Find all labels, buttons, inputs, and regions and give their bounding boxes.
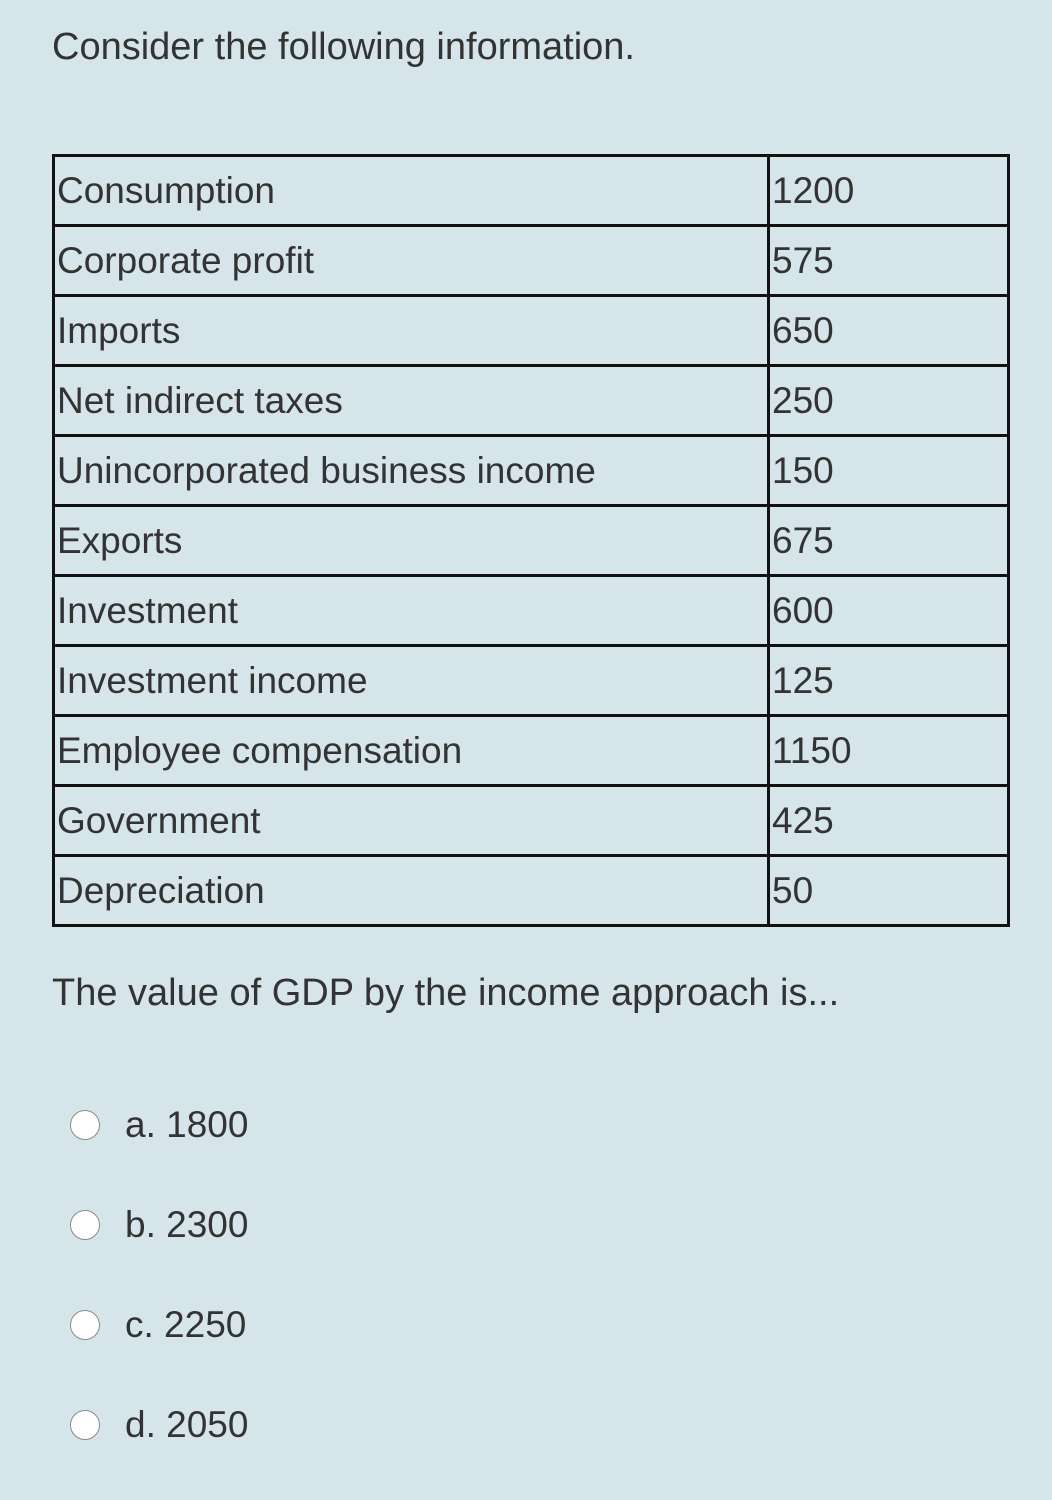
- row-label: Exports: [52, 504, 770, 577]
- row-value: 425: [767, 784, 1010, 857]
- option-c-label[interactable]: c. 2250: [125, 1304, 247, 1345]
- row-value: 250: [767, 364, 1010, 437]
- table-row: Net indirect taxes 250: [52, 364, 1010, 437]
- row-value: 1200: [767, 154, 1010, 227]
- table-row: Imports 650: [52, 294, 1010, 367]
- row-label: Government: [52, 784, 770, 857]
- row-label: Investment income: [52, 644, 770, 717]
- row-value: 125: [767, 644, 1010, 717]
- table-row: Depreciation 50: [52, 854, 1010, 927]
- table-row: Employee compensation 1150: [52, 714, 1010, 787]
- row-value: 650: [767, 294, 1010, 367]
- table-row: Exports 675: [52, 504, 1010, 577]
- row-label: Consumption: [52, 154, 770, 227]
- row-label: Net indirect taxes: [52, 364, 770, 437]
- option-b[interactable]: b. 2300: [70, 1200, 248, 1250]
- row-value: 150: [767, 434, 1010, 507]
- row-value: 675: [767, 504, 1010, 577]
- table-row: Consumption 1200: [52, 154, 1010, 227]
- radio-button-d[interactable]: [70, 1410, 100, 1440]
- row-value: 1150: [767, 714, 1010, 787]
- row-value: 575: [767, 224, 1010, 297]
- option-a-label[interactable]: a. 1800: [125, 1104, 249, 1145]
- row-label: Imports: [52, 294, 770, 367]
- question-text: The value of GDP by the income approach …: [52, 972, 840, 1014]
- row-value: 50: [767, 854, 1010, 927]
- data-table: Consumption 1200 Corporate profit 575 Im…: [52, 154, 1010, 927]
- row-value: 600: [767, 574, 1010, 647]
- option-b-label[interactable]: b. 2300: [125, 1204, 249, 1245]
- row-label: Investment: [52, 574, 770, 647]
- row-label: Corporate profit: [52, 224, 770, 297]
- option-a[interactable]: a. 1800: [70, 1100, 248, 1150]
- intro-text: Consider the following information.: [52, 26, 635, 68]
- row-label: Depreciation: [52, 854, 770, 927]
- table-row: Government 425: [52, 784, 1010, 857]
- option-c[interactable]: c. 2250: [70, 1300, 248, 1350]
- answer-options: a. 1800 b. 2300 c. 2250 d. 2050: [70, 1100, 248, 1500]
- table-row: Unincorporated business income 150: [52, 434, 1010, 507]
- radio-button-b[interactable]: [70, 1210, 100, 1240]
- radio-button-a[interactable]: [70, 1110, 100, 1140]
- option-d[interactable]: d. 2050: [70, 1400, 248, 1450]
- option-d-label[interactable]: d. 2050: [125, 1404, 249, 1445]
- table-row: Investment income 125: [52, 644, 1010, 717]
- radio-button-c[interactable]: [70, 1310, 100, 1340]
- row-label: Employee compensation: [52, 714, 770, 787]
- row-label: Unincorporated business income: [52, 434, 770, 507]
- table-row: Investment 600: [52, 574, 1010, 647]
- table-row: Corporate profit 575: [52, 224, 1010, 297]
